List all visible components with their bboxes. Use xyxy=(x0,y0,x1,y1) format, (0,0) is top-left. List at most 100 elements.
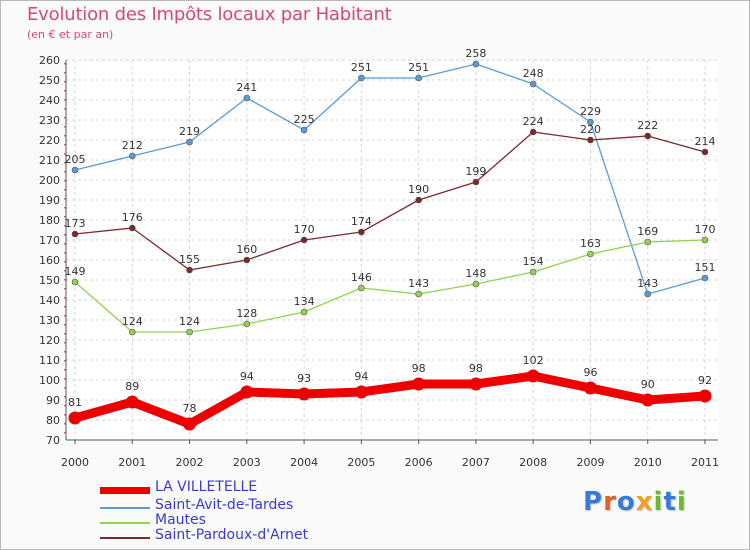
y-tick-label: 210 xyxy=(39,154,60,167)
data-point xyxy=(186,266,193,274)
data-label: 170 xyxy=(695,223,716,236)
chart-subtitle: (en € et par an) xyxy=(27,28,114,41)
data-label: 241 xyxy=(236,81,257,94)
y-tick-label: 240 xyxy=(39,94,60,107)
data-point xyxy=(358,74,365,82)
data-label: 89 xyxy=(125,380,139,393)
y-axis-accent xyxy=(64,333,66,335)
data-label: 143 xyxy=(408,277,429,290)
data-label: 96 xyxy=(583,366,597,379)
data-label: 248 xyxy=(523,67,544,80)
data-label: 148 xyxy=(465,267,486,280)
y-axis-accent xyxy=(64,351,66,353)
y-tick-label: 160 xyxy=(39,254,60,267)
data-point xyxy=(472,178,480,186)
logo-letter: P xyxy=(583,487,604,517)
data-point xyxy=(701,236,709,244)
data-label: 81 xyxy=(68,396,82,409)
y-axis-accent xyxy=(64,153,66,155)
x-tick-label: 2001 xyxy=(118,456,146,469)
data-label: 146 xyxy=(351,271,372,284)
y-axis-accent xyxy=(64,135,66,137)
series-line xyxy=(74,239,706,333)
data-label: 170 xyxy=(294,223,315,236)
y-axis-accent xyxy=(64,180,66,182)
y-axis-accent xyxy=(64,243,66,245)
data-point xyxy=(128,328,136,336)
x-tick-label: 2011 xyxy=(691,456,719,469)
y-tick-label: 70 xyxy=(46,434,60,447)
data-point xyxy=(358,284,365,292)
data-label: 205 xyxy=(65,153,86,166)
data-label: 92 xyxy=(698,374,712,387)
data-point xyxy=(128,152,136,160)
data-point xyxy=(472,280,480,288)
data-point xyxy=(186,138,193,146)
logo-letter: o xyxy=(616,487,636,517)
data-point xyxy=(641,393,655,407)
data-label: 173 xyxy=(65,217,86,230)
y-axis-accent xyxy=(64,90,66,92)
data-point xyxy=(644,238,652,246)
data-label: 229 xyxy=(580,105,601,118)
data-label: 98 xyxy=(412,362,426,375)
y-axis-accent xyxy=(64,198,66,200)
y-axis-accent xyxy=(64,117,66,119)
data-point xyxy=(526,369,540,383)
y-tick-label: 90 xyxy=(46,394,60,407)
y-axis-accent xyxy=(64,423,66,425)
data-label: 154 xyxy=(523,255,544,268)
x-tick-label: 2008 xyxy=(519,456,547,469)
legend-item-la-villetelle: LA VILLETELLE xyxy=(100,479,340,498)
y-tick-label: 80 xyxy=(46,414,60,427)
data-point xyxy=(125,395,139,409)
data-point xyxy=(243,320,251,328)
y-axis-accent xyxy=(64,261,66,263)
data-label: 212 xyxy=(122,139,143,152)
data-point xyxy=(529,80,537,88)
data-point xyxy=(701,148,709,156)
y-tick-label: 150 xyxy=(39,274,60,287)
data-point xyxy=(529,268,537,276)
data-point xyxy=(297,387,311,401)
data-point xyxy=(300,308,308,316)
y-tick-label: 130 xyxy=(39,314,60,327)
y-axis-accent xyxy=(64,81,66,83)
data-label: 222 xyxy=(637,119,658,132)
y-axis-accent xyxy=(64,405,66,407)
data-label: 220 xyxy=(580,123,601,136)
x-tick-label: 2000 xyxy=(61,456,89,469)
data-label: 78 xyxy=(183,402,197,415)
y-axis-accent xyxy=(64,63,66,65)
data-label: 124 xyxy=(179,315,200,328)
legend-swatch-mautes xyxy=(100,522,150,524)
y-axis-accent xyxy=(64,144,66,146)
y-axis-accent xyxy=(64,315,66,317)
data-point xyxy=(587,250,594,258)
y-axis-accent xyxy=(64,162,66,164)
data-label: 90 xyxy=(641,378,655,391)
data-point xyxy=(701,274,709,282)
data-label: 251 xyxy=(408,61,429,74)
x-tick-label: 2006 xyxy=(405,456,433,469)
y-tick-label: 220 xyxy=(39,134,60,147)
series-line xyxy=(74,131,706,271)
series-lines xyxy=(68,60,712,431)
y-axis-accent xyxy=(64,225,66,227)
data-label: 176 xyxy=(122,211,143,224)
y-tick-label: 250 xyxy=(39,74,60,87)
data-point xyxy=(300,236,308,244)
y-axis-accent xyxy=(64,306,66,308)
legend-swatch-saint-avit-de-tardes xyxy=(100,507,150,509)
data-point xyxy=(243,256,251,264)
y-axis-accent xyxy=(64,171,66,173)
legend-label-saint-avit-de-tardes: Saint-Avit-de-Tardes xyxy=(155,497,294,513)
data-point xyxy=(698,389,712,403)
logo-letter: i xyxy=(676,487,687,517)
y-axis-accent xyxy=(64,234,66,236)
logo-letter: i xyxy=(653,487,664,517)
data-point xyxy=(243,94,251,102)
y-tick-label: 260 xyxy=(39,54,60,67)
y-axis-accent xyxy=(64,108,66,110)
y-axis-accent xyxy=(64,216,66,218)
